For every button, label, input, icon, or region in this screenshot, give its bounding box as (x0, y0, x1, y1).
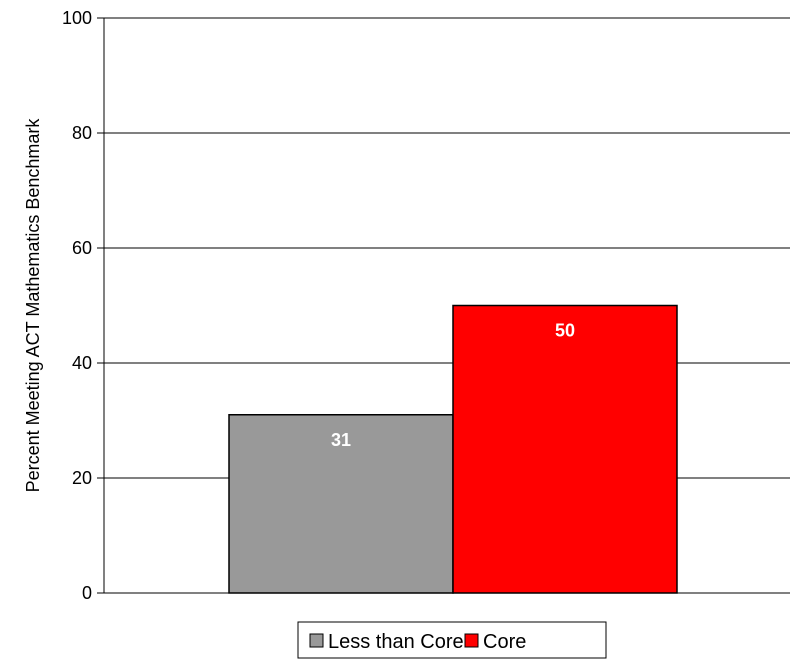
legend-swatch (464, 633, 479, 648)
y-tick-label: 40 (72, 353, 92, 373)
y-axis-label: Percent Meeting ACT Mathematics Benchmar… (23, 118, 43, 493)
bar-less-than-core (228, 414, 454, 594)
legend-swatch (309, 633, 324, 648)
bar-data-label: 50 (555, 321, 575, 341)
y-tick-label: 80 (72, 123, 92, 143)
legend-entry-label: Less than Core (328, 631, 464, 653)
gridlines (104, 17, 790, 479)
legend-entry-label: Core (483, 631, 526, 653)
bars: 31 50 (228, 304, 678, 594)
legend: Less than Core Core (297, 621, 607, 659)
y-axis-ticks: 0 20 40 60 80 100 (62, 8, 104, 603)
y-tick-label: 60 (72, 238, 92, 258)
y-tick-label: 20 (72, 468, 92, 488)
bar-core (452, 304, 678, 594)
y-tick-label: 100 (62, 8, 92, 28)
y-tick-label: 0 (82, 583, 92, 603)
legend-box (297, 621, 607, 659)
bar-data-label: 31 (331, 430, 351, 450)
